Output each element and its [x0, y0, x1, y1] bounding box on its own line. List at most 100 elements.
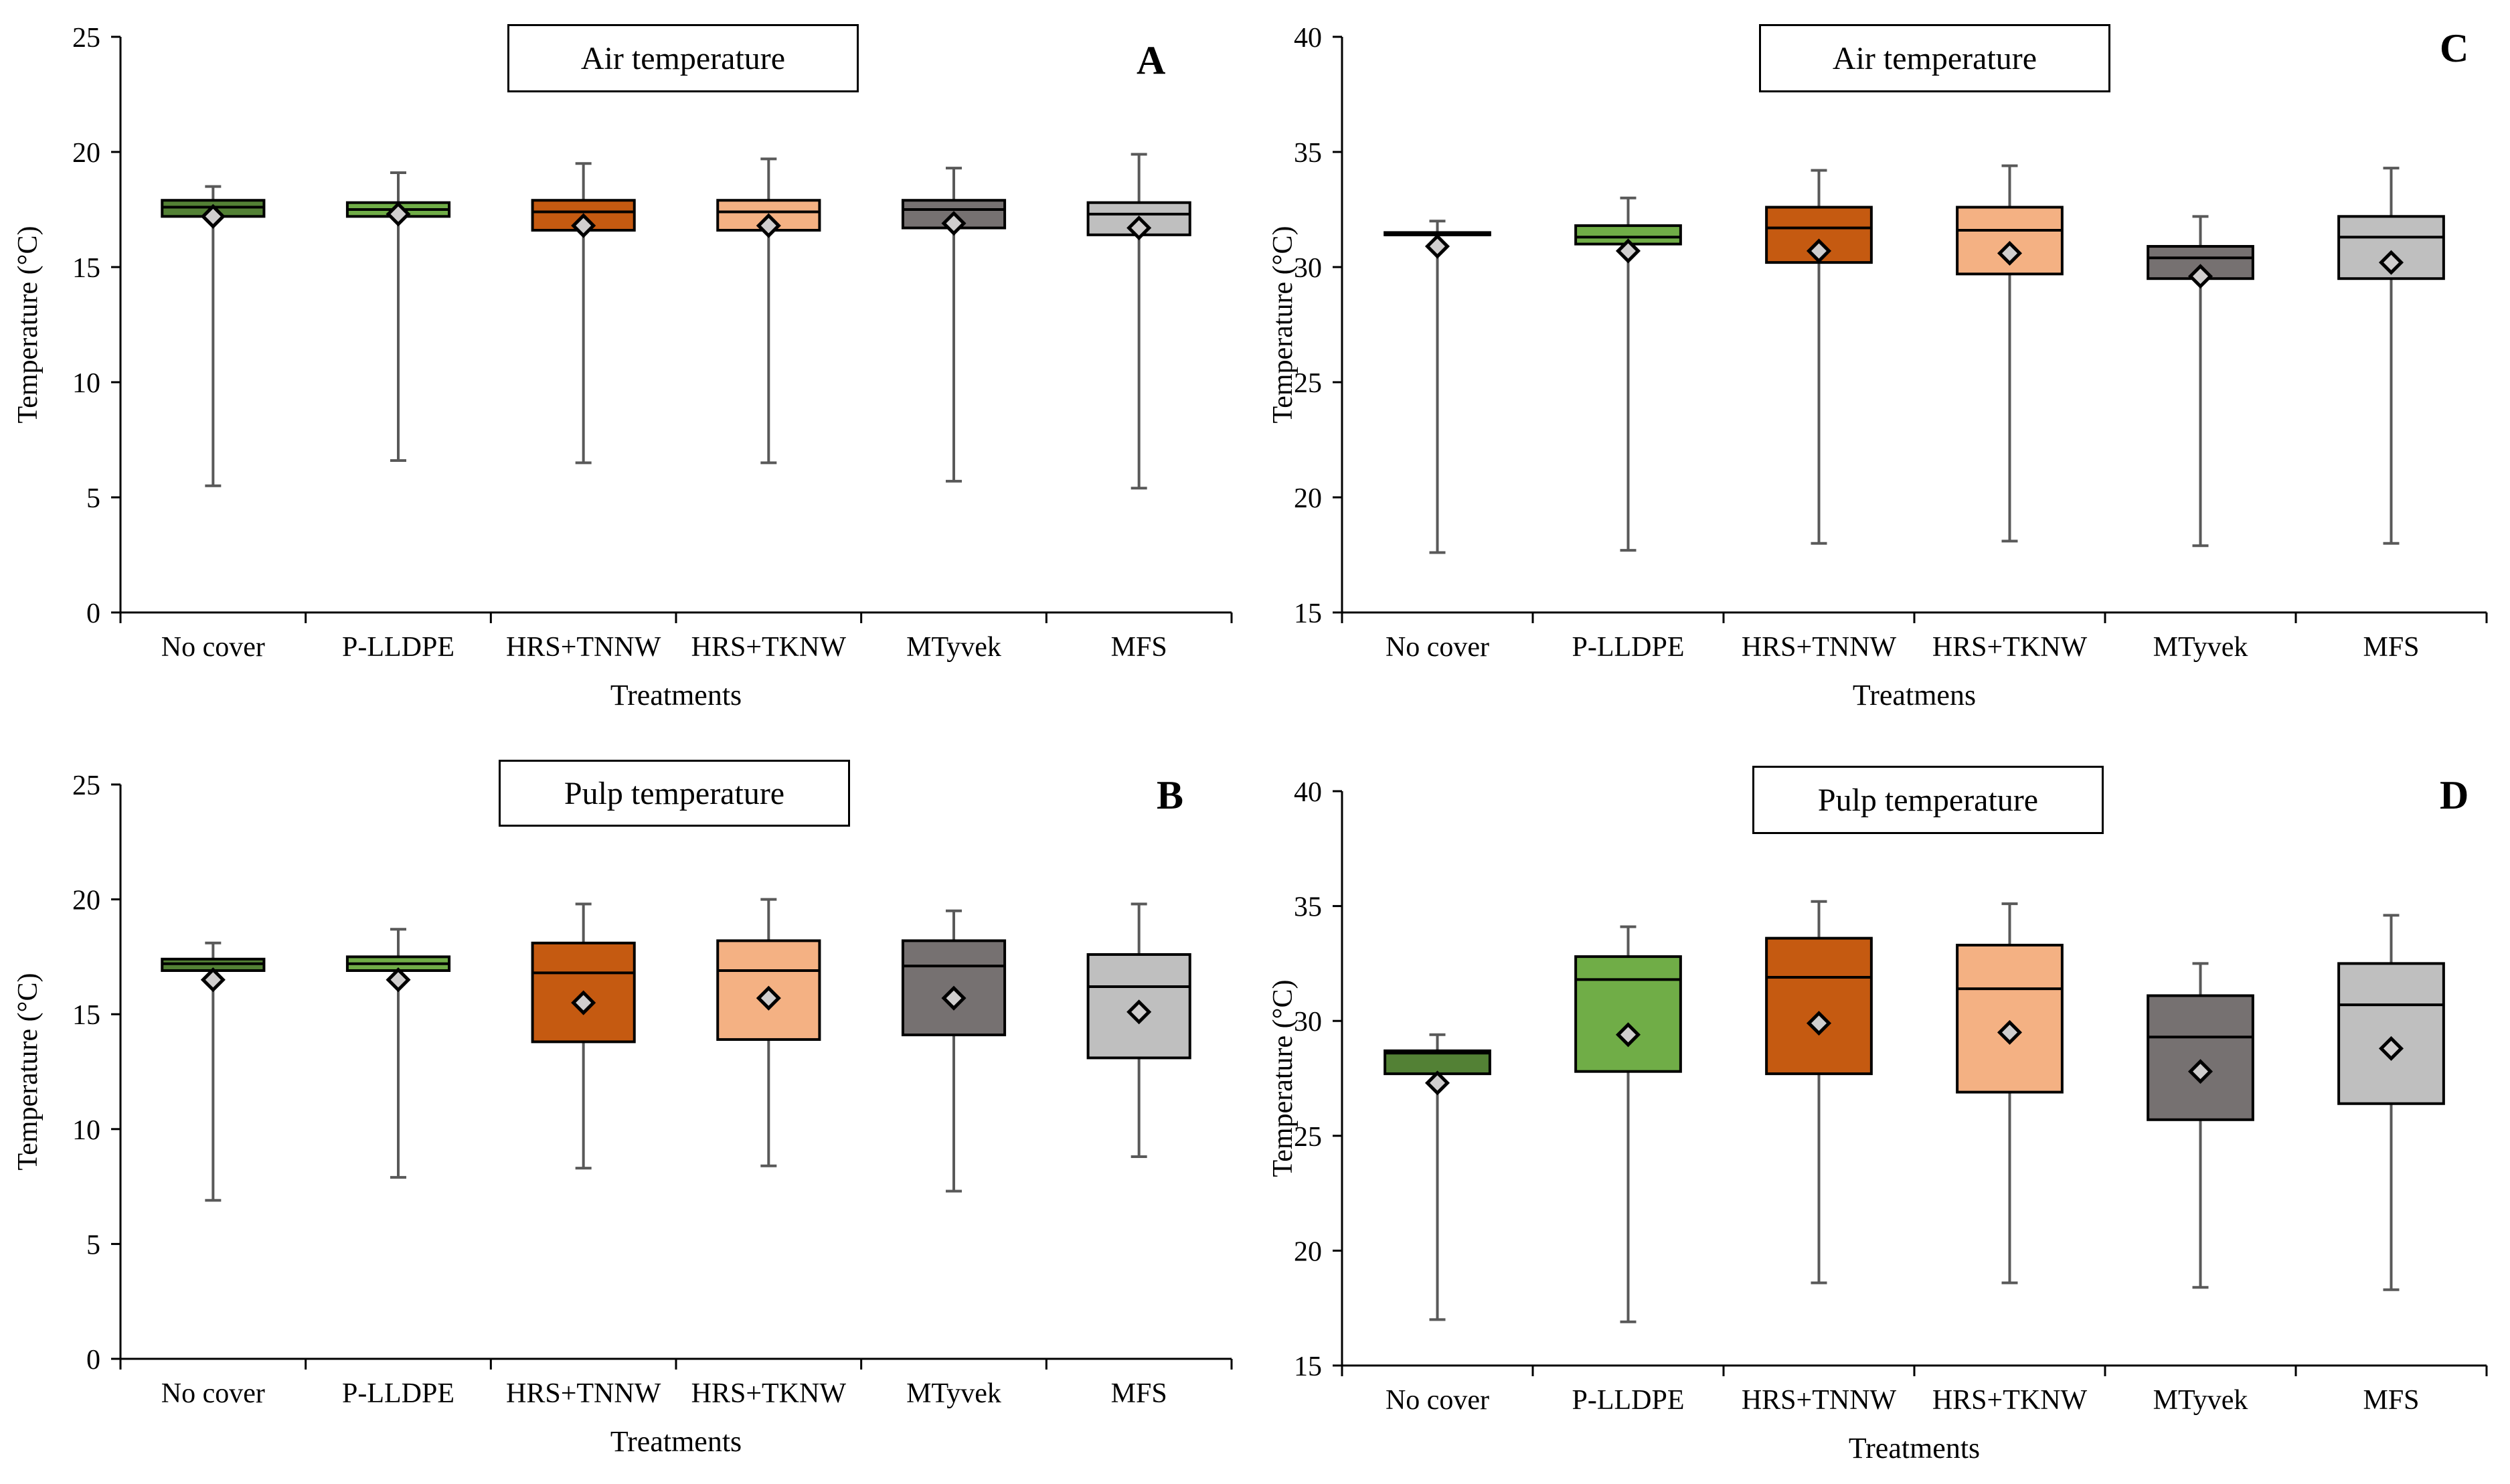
- mean-marker: [2378, 1036, 2404, 1061]
- x-tick-label: HRS+TKNW: [691, 1378, 847, 1409]
- panel-c: 15 20 25 30 35 40 Temperature (°C) Treatmens No …: [1255, 0, 2510, 743]
- x-tick-label: P-LLDPE: [342, 1378, 454, 1409]
- chart-d-plot: 15 20 25 30 35 40 Temperature (°C) Treatments No…: [1268, 777, 2488, 1465]
- panel-b: 0 5 10 15 20 25 Temperature (°C) Treatments No c…: [0, 743, 1255, 1484]
- mean-marker: [941, 985, 967, 1011]
- mean-marker: [1424, 234, 1450, 259]
- y-tick-label: 15: [72, 253, 100, 284]
- x-tick-label: No cover: [161, 632, 265, 663]
- y-tick-label: 5: [86, 483, 100, 514]
- x-tick-label: No cover: [1386, 632, 1489, 663]
- mean-marker: [1615, 1022, 1641, 1048]
- y-tick-label: 15: [1294, 598, 1322, 629]
- mean-marker: [1126, 215, 1152, 241]
- mean-marker: [1997, 240, 2023, 266]
- y-tick-label: 15: [1294, 1351, 1322, 1382]
- x-tick-label: HRS+TKNW: [1932, 632, 2088, 663]
- y-tick-label: 20: [1294, 1236, 1322, 1267]
- mean-marker: [571, 990, 596, 1015]
- x-tick-label: No cover: [161, 1378, 265, 1409]
- chart-a-plot: 0 5 10 15 20 25 Temperature (°C) Treatments No c…: [13, 23, 1233, 712]
- chart-c-plot: 15 20 25 30 35 40 Temperature (°C) Treatmens No …: [1268, 23, 2488, 712]
- x-tick-label: HRS+TNNW: [1742, 1385, 1897, 1416]
- chart-a-panel-label: A: [1137, 38, 1166, 82]
- y-tick-label: 25: [1294, 1122, 1322, 1153]
- mean-marker: [386, 967, 411, 993]
- y-tick-label: 30: [1294, 1007, 1322, 1038]
- mean-marker: [386, 201, 411, 227]
- x-tick-label: HRS+TKNW: [1932, 1385, 2088, 1416]
- mean-marker: [1615, 238, 1641, 264]
- panel-d: 15 20 25 30 35 40 Temperature (°C) Treatments No…: [1255, 743, 2510, 1484]
- chart-c-title: Air temperature: [1759, 24, 2110, 92]
- chart-b-panel-label: B: [1157, 773, 1184, 817]
- x-tick-label: P-LLDPE: [342, 632, 454, 663]
- y-axis-title: Temperature (°C): [13, 973, 44, 1171]
- box-iqr: [2147, 994, 2254, 1121]
- x-axis-title: Treatmens: [1853, 679, 1976, 712]
- chart-d-panel-label: D: [2440, 773, 2469, 817]
- y-tick-label: 10: [72, 368, 100, 399]
- mean-marker: [1806, 1011, 1832, 1036]
- chart-b-plot: 0 5 10 15 20 25 Temperature (°C) Treatments No c…: [13, 770, 1233, 1458]
- mean-marker: [200, 203, 226, 229]
- y-tick-label: 25: [72, 23, 100, 54]
- y-tick-label: 25: [1294, 368, 1322, 399]
- x-tick-label: MFS: [1111, 632, 1167, 663]
- x-tick-label: MFS: [1111, 1378, 1167, 1409]
- x-tick-label: MTyvek: [2153, 1385, 2248, 1416]
- x-tick-label: HRS+TNNW: [506, 1378, 661, 1409]
- x-tick-label: HRS+TNNW: [506, 632, 661, 663]
- y-tick-label: 15: [72, 1000, 100, 1031]
- y-tick-label: 0: [86, 598, 100, 629]
- y-tick-label: 20: [72, 886, 100, 916]
- mean-marker: [1424, 1070, 1450, 1096]
- y-tick-label: 0: [86, 1345, 100, 1376]
- box-iqr: [901, 939, 1007, 1037]
- x-tick-label: MTyvek: [906, 1378, 1001, 1409]
- box-iqr: [1384, 1049, 1491, 1076]
- box-iqr: [1765, 936, 1873, 1076]
- box-iqr: [1574, 955, 1682, 1073]
- mean-marker: [200, 967, 226, 993]
- y-tick-label: 10: [72, 1115, 100, 1146]
- chart-a-title: Air temperature: [507, 24, 859, 92]
- x-axis-title: Treatments: [1849, 1432, 1980, 1465]
- x-tick-label: No cover: [1386, 1385, 1489, 1416]
- y-tick-label: 20: [72, 138, 100, 169]
- mean-marker: [756, 985, 781, 1011]
- mean-marker: [1997, 1019, 2023, 1045]
- mean-marker: [941, 211, 967, 236]
- mean-marker: [2187, 1059, 2213, 1084]
- y-tick-label: 20: [1294, 483, 1322, 514]
- mean-marker: [571, 213, 596, 238]
- chart-d-title: Pulp temperature: [1752, 766, 2104, 834]
- y-tick-label: 25: [72, 770, 100, 801]
- x-tick-label: MFS: [2363, 1385, 2419, 1416]
- y-tick-label: 30: [1294, 253, 1322, 284]
- mean-marker: [2378, 250, 2404, 275]
- y-tick-label: 35: [1294, 892, 1322, 923]
- panel-a: 0 5 10 15 20 25 Temperature (°C) Treatments No c…: [0, 0, 1255, 743]
- x-axis-title: Treatments: [610, 679, 742, 712]
- mean-marker: [2187, 264, 2213, 289]
- box-iqr: [2337, 962, 2445, 1105]
- chart-b-title: Pulp temperature: [499, 760, 850, 827]
- y-axis-title: Temperature (°C): [1268, 226, 1299, 424]
- x-tick-label: P-LLDPE: [1572, 1385, 1685, 1416]
- mean-marker: [756, 213, 781, 238]
- y-tick-label: 5: [86, 1230, 100, 1260]
- box-iqr: [1956, 943, 2064, 1094]
- x-tick-label: MFS: [2363, 632, 2419, 663]
- x-tick-label: MTyvek: [906, 632, 1001, 663]
- x-tick-label: MTyvek: [2153, 632, 2248, 663]
- x-tick-label: HRS+TNNW: [1742, 632, 1897, 663]
- chart-c-panel-label: C: [2440, 26, 2469, 70]
- x-tick-label: P-LLDPE: [1572, 632, 1685, 663]
- x-axis-title: Treatments: [610, 1425, 742, 1458]
- y-tick-label: 40: [1294, 23, 1322, 54]
- y-axis-title: Temperature (°C): [1268, 980, 1299, 1177]
- y-tick-label: 35: [1294, 138, 1322, 169]
- y-tick-label: 40: [1294, 777, 1322, 808]
